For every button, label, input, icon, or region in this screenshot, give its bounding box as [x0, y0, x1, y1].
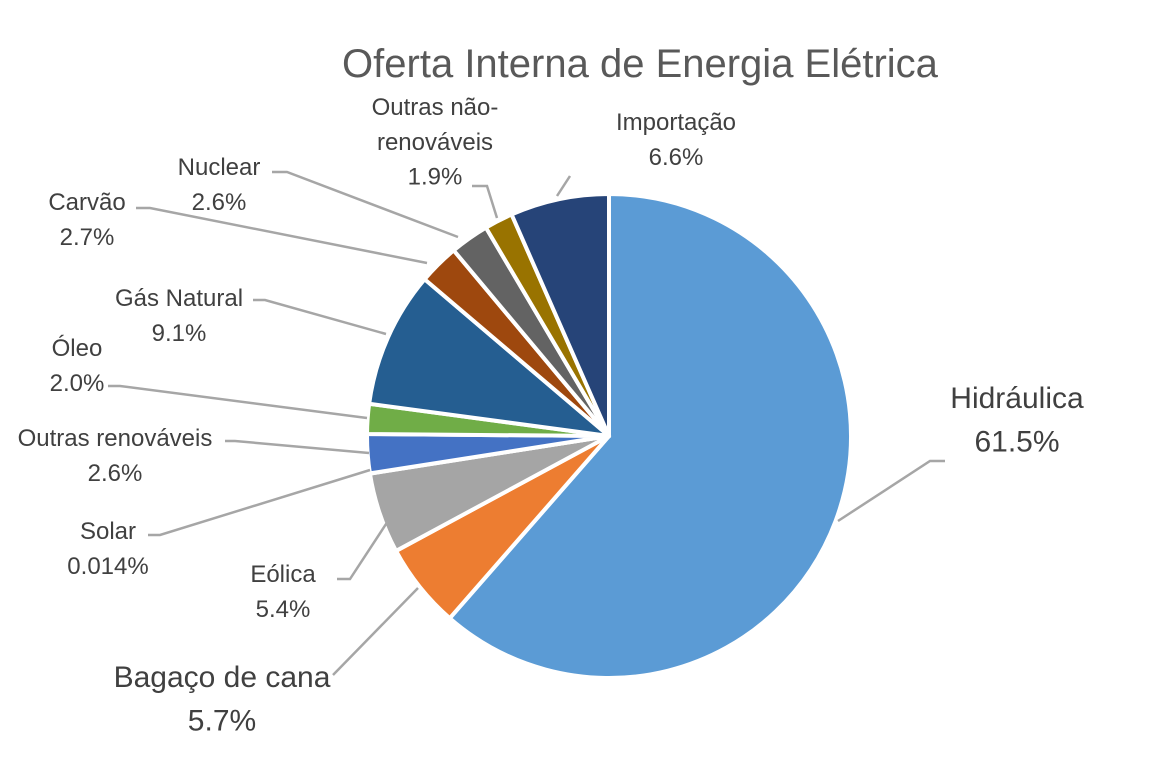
slice-name-solar: Solar — [80, 518, 136, 545]
slice-value-eolica: 5.4% — [256, 596, 311, 623]
pie-slice-gas-natural — [367, 277, 611, 438]
slice-value-solar: 0.014% — [67, 553, 148, 580]
data-label-hidraulica: Hidráulica 61.5% — [950, 382, 1084, 459]
data-label-bagaco-de-cana: Bagaço de cana 5.7% — [114, 661, 331, 738]
leader-line-outras-nao-renovaveis — [472, 184, 499, 219]
slice-value-outras-renovaveis: 2.6% — [88, 460, 143, 487]
slice-name-outras-renovaveis: Outras renováveis — [18, 425, 213, 452]
slice-name-nuclear: Nuclear — [178, 154, 261, 181]
data-label-outras-renovaveis: Outras renováveis 2.6% — [18, 425, 213, 487]
leader-line-importacao — [555, 175, 572, 197]
leader-line-bagaco-de-cana — [332, 587, 419, 676]
leader-line-hidraulica — [837, 459, 945, 523]
data-label-carvao: Carvão 2.7% — [48, 189, 125, 251]
slice-value-bagaco-de-cana: 5.7% — [188, 705, 256, 738]
data-label-outras-nao-renovaveis: Outras não-renováveis 1.9% — [372, 94, 499, 191]
slice-value-gas-natural: 9.1% — [152, 320, 207, 347]
data-label-importacao: Importação 6.6% — [616, 109, 736, 171]
data-label-oleo: Óleo 2.0% — [50, 335, 105, 397]
slice-name-carvao: Carvão — [48, 189, 125, 216]
slice-value-carvao: 2.7% — [60, 224, 115, 251]
slice-name-outras-nao-renovaveis: Outras não-renováveis — [372, 94, 499, 156]
slice-value-nuclear: 2.6% — [192, 189, 247, 216]
leader-line-solar — [148, 468, 371, 537]
pie-slice-importacao — [509, 192, 611, 438]
leader-line-gas-natural — [253, 298, 387, 336]
data-label-eolica: Eólica 5.4% — [250, 561, 316, 623]
slice-name-hidraulica: Hidráulica — [950, 382, 1084, 415]
leader-line-oleo — [108, 384, 368, 420]
pie-slices — [365, 192, 853, 680]
leader-line-outras-renovaveis — [225, 439, 370, 455]
slice-value-importacao: 6.6% — [649, 144, 704, 171]
data-label-solar: Solar 0.014% — [67, 518, 148, 580]
leader-lines — [108, 170, 945, 676]
slice-name-eolica: Eólica — [250, 561, 316, 588]
slice-name-gas-natural: Gás Natural — [115, 285, 243, 312]
data-label-gas-natural: Gás Natural 9.1% — [115, 285, 243, 347]
pie-slice-hidraulica — [447, 192, 853, 680]
slice-value-hidraulica: 61.5% — [974, 426, 1059, 459]
slice-value-outras-nao-renovaveis: 1.9% — [408, 164, 463, 191]
leader-line-nuclear — [272, 170, 459, 239]
chart-title: Oferta Interna de Energia Elétrica — [342, 42, 939, 86]
data-label-nuclear: Nuclear 2.6% — [178, 154, 261, 216]
leader-line-eolica — [337, 520, 390, 581]
leader-line-carvao — [136, 206, 428, 265]
slice-value-oleo: 2.0% — [50, 370, 105, 397]
slice-name-oleo: Óleo — [52, 335, 103, 362]
slice-name-importacao: Importação — [616, 109, 736, 136]
data-labels: Hidráulica 61.5% Bagaço de cana 5.7% Eólica 5… — [18, 94, 1084, 738]
slice-name-bagaco-de-cana: Bagaço de cana — [114, 661, 331, 694]
